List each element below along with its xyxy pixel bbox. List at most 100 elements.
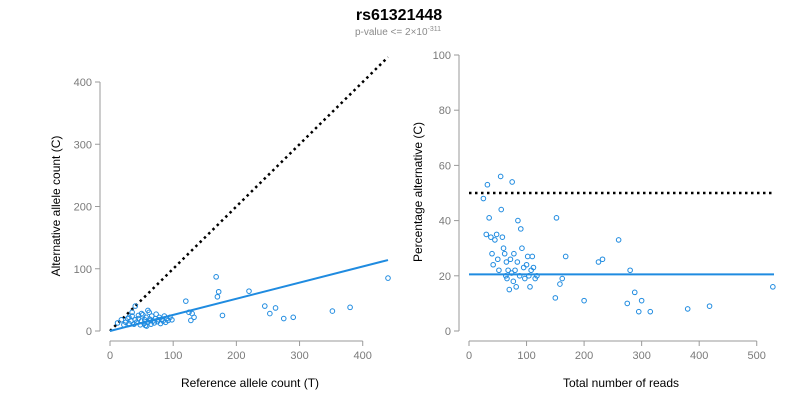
x-tick-label: 100 xyxy=(164,350,182,362)
y-tick-label: 200 xyxy=(74,202,92,214)
data-point xyxy=(497,173,504,180)
data-point xyxy=(513,284,519,290)
x-tick-label: 100 xyxy=(517,350,535,362)
data-point xyxy=(635,308,642,315)
data-point xyxy=(114,320,121,326)
data-point xyxy=(631,289,638,296)
data-point xyxy=(488,234,494,240)
data-point xyxy=(214,293,221,300)
data-point xyxy=(261,303,268,309)
data-point xyxy=(142,322,149,329)
data-point xyxy=(510,278,517,285)
data-point xyxy=(534,273,540,279)
x-tick-label: 500 xyxy=(748,350,766,362)
left-panel: 0 100 200 300 400 0 100 200 300 400 Reference alle… xyxy=(49,56,391,390)
data-point xyxy=(526,273,532,279)
data-point xyxy=(524,253,531,260)
data-point xyxy=(290,314,297,321)
data-point xyxy=(529,253,536,260)
data-point xyxy=(118,316,125,323)
data-point xyxy=(520,264,527,271)
data-point xyxy=(770,284,776,290)
y-tick-label: 0 xyxy=(86,326,92,338)
y-tick-label: 80 xyxy=(439,105,451,117)
data-point xyxy=(503,273,509,279)
data-point xyxy=(483,231,490,238)
data-point xyxy=(557,281,563,287)
data-point xyxy=(183,298,189,304)
data-point xyxy=(509,179,515,185)
data-point xyxy=(280,315,287,322)
data-point xyxy=(511,250,517,257)
x-tick-label: 0 xyxy=(466,350,472,362)
data-point xyxy=(153,311,159,317)
data-point xyxy=(503,259,510,265)
data-point xyxy=(124,315,131,322)
chart-subtitle: p-value <= 2×10-311 xyxy=(355,26,441,38)
data-point xyxy=(145,307,151,314)
data-point xyxy=(186,309,192,316)
data-point xyxy=(595,259,602,265)
data-point xyxy=(532,275,538,282)
data-point xyxy=(486,215,492,221)
data-point xyxy=(492,237,498,243)
subtitle-text: p-value <= 2×10 xyxy=(355,27,428,38)
data-point xyxy=(490,261,496,268)
right-panel: 0 20 40 60 80 100 0 100 200 300 400 500 Total number… xyxy=(411,50,776,390)
reference-line xyxy=(109,56,389,332)
data-point xyxy=(508,270,515,276)
data-point xyxy=(169,316,175,323)
data-point xyxy=(132,303,139,309)
y-tick-label: 60 xyxy=(439,160,451,172)
data-point xyxy=(213,274,219,280)
data-point xyxy=(138,310,145,317)
data-point xyxy=(493,231,500,238)
data-point xyxy=(498,206,505,213)
data-point xyxy=(489,250,495,257)
y-tick-label: 400 xyxy=(74,77,92,89)
data-point xyxy=(515,217,521,224)
data-point xyxy=(494,256,501,263)
x-tick-label: 300 xyxy=(290,350,308,362)
data-point xyxy=(624,300,631,307)
x-tick-label: 200 xyxy=(575,350,593,362)
data-point xyxy=(522,275,528,282)
data-point xyxy=(599,256,606,263)
y-axis-label: Percentage alternative (C) xyxy=(411,122,425,262)
data-point xyxy=(523,261,530,268)
data-point xyxy=(647,308,654,315)
data-point xyxy=(506,286,513,293)
data-point xyxy=(553,215,560,221)
y-tick-label: 40 xyxy=(439,216,451,228)
data-point xyxy=(530,264,537,271)
x-tick-label: 400 xyxy=(354,350,372,362)
data-point xyxy=(706,303,713,309)
data-point xyxy=(514,259,521,265)
data-point xyxy=(191,314,197,321)
y-tick-label: 100 xyxy=(74,264,92,276)
x-tick-label: 300 xyxy=(632,350,650,362)
data-point xyxy=(500,245,507,251)
data-point xyxy=(480,195,487,202)
data-point xyxy=(552,295,559,301)
data-point xyxy=(496,267,502,274)
data-point xyxy=(385,275,391,281)
data-point xyxy=(246,288,252,294)
data-point xyxy=(484,181,491,188)
y-tick-label: 20 xyxy=(439,271,451,283)
data-point xyxy=(215,288,222,295)
data-point xyxy=(188,317,194,324)
data-point xyxy=(347,304,353,311)
data-point xyxy=(559,275,566,282)
data-point xyxy=(684,306,691,312)
data-point xyxy=(562,253,569,260)
data-point xyxy=(507,256,514,263)
chart-title: rs61321448 xyxy=(356,7,442,24)
data-point xyxy=(638,297,645,304)
data-point xyxy=(501,250,508,257)
data-point xyxy=(267,310,273,317)
data-point xyxy=(505,267,511,274)
y-axis-label: Alternative allele count (C) xyxy=(49,136,63,277)
x-axis-label: Total number of reads xyxy=(563,376,679,390)
